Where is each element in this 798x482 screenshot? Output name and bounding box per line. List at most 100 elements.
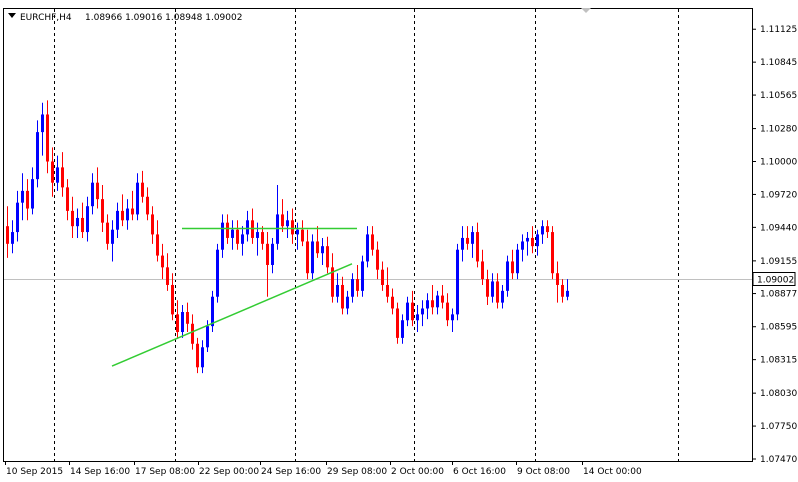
candle — [416, 304, 419, 333]
candle-body — [341, 284, 344, 309]
candle-body — [516, 249, 519, 274]
candle-body — [221, 222, 224, 250]
candle — [31, 167, 34, 215]
candle-body — [11, 232, 14, 244]
y-tick-label: 1.08315 — [760, 356, 797, 366]
candle-body — [261, 232, 264, 244]
candle — [106, 214, 109, 250]
candle-body — [161, 255, 164, 268]
trendline-support[interactable] — [111, 263, 353, 367]
x-tick-label: 14 Oct 00:00 — [583, 467, 642, 477]
y-tick-label: 1.09155 — [760, 257, 797, 267]
candle-body — [226, 222, 229, 238]
candle-body — [256, 232, 259, 238]
candle — [6, 206, 9, 258]
candle — [506, 255, 509, 297]
candle — [351, 273, 354, 303]
candle — [256, 222, 259, 256]
candle-body — [31, 179, 34, 209]
candle-body — [361, 261, 364, 291]
candle — [201, 340, 204, 374]
candle-body — [121, 210, 124, 221]
candle-body — [16, 202, 19, 233]
candle-body — [426, 300, 429, 309]
candle — [451, 308, 454, 333]
candle-body — [406, 302, 409, 321]
candle — [21, 173, 24, 221]
candle-body — [381, 269, 384, 285]
candle — [71, 196, 74, 238]
candle-body — [316, 241, 319, 254]
candle-body — [386, 284, 389, 297]
candle-body — [66, 187, 69, 211]
candle — [401, 314, 404, 344]
candle-body — [541, 226, 544, 235]
candle-body — [486, 279, 489, 297]
y-tick-label: 1.08877 — [760, 290, 797, 300]
candle — [476, 222, 479, 268]
candle — [311, 234, 314, 280]
candle-body — [26, 190, 29, 209]
candle — [366, 226, 369, 268]
candle-body — [196, 343, 199, 368]
candle — [241, 226, 244, 256]
candle — [221, 214, 224, 258]
candle — [466, 226, 469, 250]
candle-body — [301, 229, 304, 242]
y-tick-label: 1.08030 — [760, 389, 797, 399]
candle — [246, 210, 249, 242]
candle — [76, 208, 79, 238]
candle-body — [56, 167, 59, 183]
candle — [111, 220, 114, 262]
chart-shift-icon[interactable] — [581, 8, 591, 13]
candle — [41, 102, 44, 156]
candle — [376, 241, 379, 280]
x-tick-label: 24 Sep 16:00 — [261, 467, 321, 477]
candle-body — [506, 261, 509, 291]
candle-body — [371, 234, 374, 250]
candle-body — [296, 229, 299, 235]
candle — [61, 152, 64, 197]
trendlines[interactable] — [111, 227, 357, 367]
candle-body — [21, 190, 24, 203]
candle — [316, 226, 319, 258]
candle — [16, 190, 19, 242]
candle — [511, 249, 514, 280]
candle-body — [501, 290, 504, 303]
x-tick-label: 10 Sep 2015 — [6, 467, 63, 477]
candle — [436, 290, 439, 315]
candle-body — [481, 261, 484, 280]
candle-body — [496, 281, 499, 303]
symbol-label: EURCHF,H4 — [20, 13, 72, 23]
candle-body — [491, 281, 494, 297]
candle-body — [416, 314, 419, 321]
candle — [336, 273, 339, 303]
candle — [301, 220, 304, 247]
candle — [386, 267, 389, 303]
candle-body — [216, 249, 219, 297]
y-tick-label: 1.11125 — [760, 25, 797, 35]
candle — [501, 284, 504, 309]
triangle-down-icon[interactable] — [8, 13, 16, 18]
candle — [66, 179, 69, 221]
y-tick-label: 1.10845 — [760, 58, 797, 68]
x-tick-label: 17 Sep 08:00 — [135, 467, 195, 477]
candle-body — [461, 237, 464, 250]
candle — [446, 293, 449, 327]
candle-body — [511, 261, 514, 274]
candle-body — [311, 241, 314, 274]
candle — [231, 220, 234, 250]
candle-body — [306, 241, 309, 274]
candle — [296, 222, 299, 250]
candle — [496, 273, 499, 309]
candle-body — [246, 220, 249, 235]
y-tick-label: 1.09720 — [760, 190, 797, 200]
candle — [556, 261, 559, 303]
candle-body — [151, 214, 154, 235]
candle — [131, 190, 134, 221]
candle — [536, 229, 539, 256]
candle-body — [111, 229, 114, 244]
y-tick-label: 1.08595 — [760, 323, 797, 333]
candle — [341, 276, 344, 315]
